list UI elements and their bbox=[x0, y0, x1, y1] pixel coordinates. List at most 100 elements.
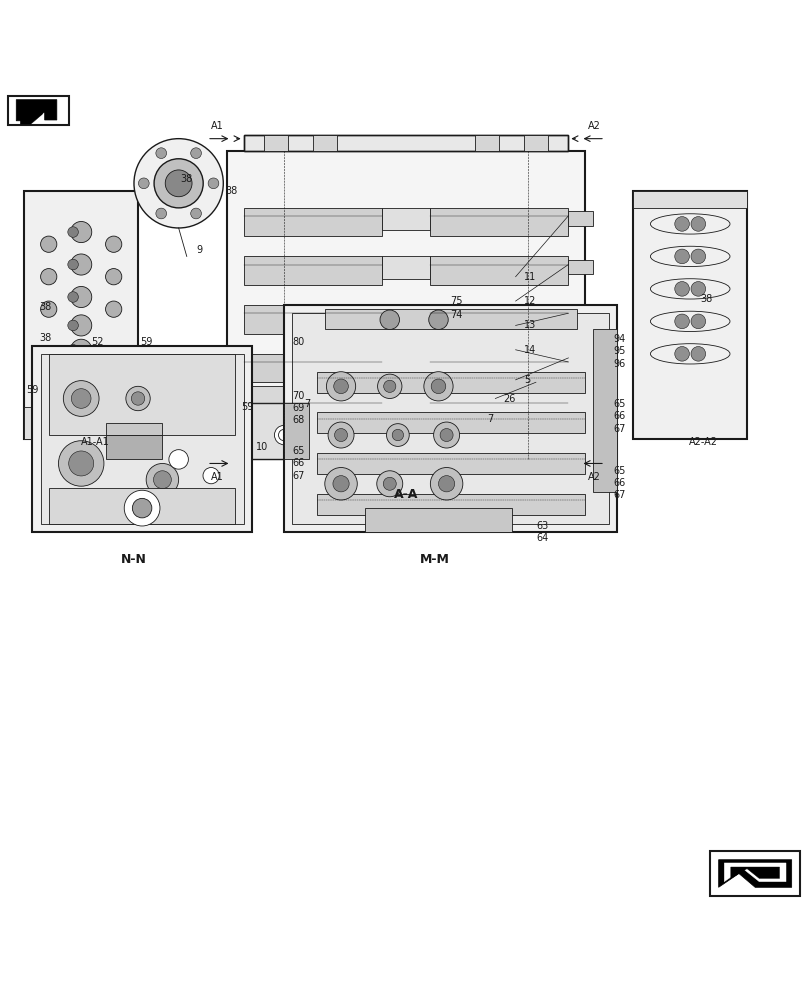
Circle shape bbox=[203, 468, 219, 484]
Polygon shape bbox=[105, 423, 162, 435]
Circle shape bbox=[71, 339, 92, 360]
Circle shape bbox=[333, 476, 349, 492]
Text: 9: 9 bbox=[195, 245, 202, 255]
Polygon shape bbox=[316, 412, 584, 433]
Circle shape bbox=[477, 425, 496, 445]
Polygon shape bbox=[430, 354, 568, 382]
Circle shape bbox=[431, 379, 445, 394]
Polygon shape bbox=[633, 191, 746, 208]
Text: 65: 65 bbox=[612, 466, 624, 476]
Polygon shape bbox=[723, 863, 785, 882]
Polygon shape bbox=[243, 256, 381, 285]
Text: 80: 80 bbox=[292, 337, 304, 347]
Polygon shape bbox=[16, 100, 57, 121]
Circle shape bbox=[377, 374, 401, 398]
Circle shape bbox=[41, 236, 57, 252]
Circle shape bbox=[674, 314, 689, 329]
Text: 38: 38 bbox=[180, 174, 193, 184]
Circle shape bbox=[191, 208, 201, 219]
Circle shape bbox=[438, 476, 454, 492]
Circle shape bbox=[154, 159, 203, 208]
Circle shape bbox=[690, 314, 705, 329]
Polygon shape bbox=[316, 494, 584, 515]
Circle shape bbox=[423, 372, 453, 401]
Text: 59: 59 bbox=[139, 337, 152, 347]
Circle shape bbox=[68, 374, 77, 383]
Circle shape bbox=[153, 471, 171, 489]
Circle shape bbox=[674, 347, 689, 361]
Text: 69: 69 bbox=[292, 403, 304, 413]
Circle shape bbox=[433, 422, 459, 448]
Circle shape bbox=[71, 254, 92, 275]
Circle shape bbox=[138, 178, 149, 189]
Polygon shape bbox=[243, 208, 381, 236]
Polygon shape bbox=[381, 394, 430, 417]
Text: M-M: M-M bbox=[419, 553, 448, 566]
Circle shape bbox=[333, 379, 348, 394]
Text: A2: A2 bbox=[587, 472, 600, 482]
Text: 52: 52 bbox=[91, 337, 104, 347]
Polygon shape bbox=[243, 305, 381, 334]
Circle shape bbox=[430, 468, 462, 500]
Circle shape bbox=[191, 148, 201, 159]
Circle shape bbox=[71, 315, 92, 336]
Circle shape bbox=[124, 490, 160, 526]
Circle shape bbox=[440, 429, 453, 442]
Polygon shape bbox=[24, 191, 138, 439]
Text: 74: 74 bbox=[450, 310, 462, 320]
Circle shape bbox=[674, 217, 689, 231]
Polygon shape bbox=[381, 256, 430, 279]
Polygon shape bbox=[316, 372, 584, 393]
Text: A2-A2: A2-A2 bbox=[688, 437, 717, 447]
Text: 11: 11 bbox=[523, 272, 535, 282]
Text: 12: 12 bbox=[523, 296, 535, 306]
Polygon shape bbox=[592, 329, 616, 492]
Circle shape bbox=[58, 441, 104, 486]
Circle shape bbox=[315, 425, 334, 445]
Polygon shape bbox=[381, 208, 430, 230]
Circle shape bbox=[126, 386, 150, 411]
Text: 10: 10 bbox=[255, 442, 268, 452]
Text: A-A: A-A bbox=[393, 488, 418, 501]
Polygon shape bbox=[381, 305, 430, 328]
Circle shape bbox=[690, 249, 705, 264]
Circle shape bbox=[71, 286, 92, 308]
Circle shape bbox=[71, 389, 91, 408]
Circle shape bbox=[690, 217, 705, 231]
Polygon shape bbox=[523, 135, 547, 151]
Circle shape bbox=[67, 408, 96, 437]
Circle shape bbox=[105, 236, 122, 252]
Polygon shape bbox=[32, 346, 251, 532]
Text: 70: 70 bbox=[292, 391, 304, 401]
Circle shape bbox=[674, 249, 689, 264]
Circle shape bbox=[68, 259, 78, 270]
Circle shape bbox=[386, 424, 409, 446]
Polygon shape bbox=[568, 211, 592, 226]
Polygon shape bbox=[41, 354, 243, 524]
Circle shape bbox=[690, 347, 705, 361]
Circle shape bbox=[131, 392, 144, 405]
Text: 96: 96 bbox=[612, 359, 624, 369]
Text: 68: 68 bbox=[292, 415, 304, 425]
Circle shape bbox=[132, 498, 152, 518]
Polygon shape bbox=[474, 135, 499, 151]
Polygon shape bbox=[227, 151, 584, 459]
Circle shape bbox=[326, 372, 355, 401]
Circle shape bbox=[380, 310, 399, 329]
Polygon shape bbox=[105, 435, 162, 459]
Circle shape bbox=[274, 425, 294, 445]
Text: 65: 65 bbox=[612, 399, 624, 409]
Text: 38: 38 bbox=[699, 294, 711, 304]
Circle shape bbox=[105, 301, 122, 317]
Circle shape bbox=[428, 310, 448, 329]
Circle shape bbox=[324, 468, 357, 500]
Text: 38: 38 bbox=[225, 186, 238, 196]
Text: 66: 66 bbox=[612, 411, 624, 421]
Text: 5: 5 bbox=[523, 375, 530, 385]
Circle shape bbox=[203, 496, 219, 512]
Polygon shape bbox=[430, 305, 568, 334]
Polygon shape bbox=[316, 453, 584, 474]
Polygon shape bbox=[430, 394, 568, 423]
Polygon shape bbox=[243, 394, 381, 423]
Text: 63: 63 bbox=[535, 521, 547, 531]
